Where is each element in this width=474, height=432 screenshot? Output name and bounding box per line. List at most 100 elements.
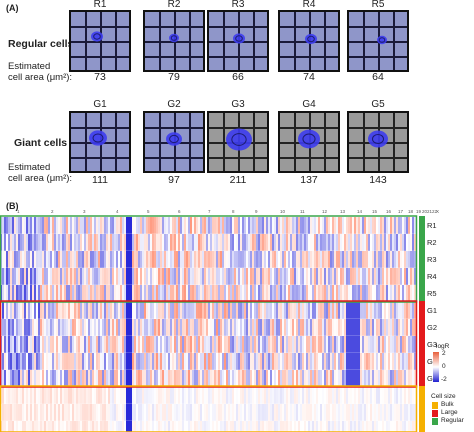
copy-number-heatmap <box>0 215 425 432</box>
chromosome-label-6: 6 <box>178 209 181 214</box>
heatmap-row <box>0 302 416 319</box>
chromosome-label-19: 19 <box>416 209 422 214</box>
row-label-R5: R5 <box>427 289 437 298</box>
chromosome-label-7: 7 <box>208 209 211 214</box>
group-color-bar <box>419 216 425 302</box>
giant-est-label: Estimated cell area (μm²): <box>8 162 72 184</box>
row-label-G5: G5 <box>427 374 438 383</box>
cell-label-R5: R5 <box>371 0 385 10</box>
legend-swatch-regular <box>432 418 438 425</box>
legend-label-bulk: Bulk <box>441 401 454 408</box>
chromosome-labels: 1 2 3 4 5 6 7 8 9 10 11 12 13 14 15 16 17 18 19 20 21 22 X <box>0 209 474 217</box>
row-label-R2: R2 <box>427 238 437 247</box>
cell-area-R1: 73 <box>94 71 106 83</box>
row-label-G3: G3 <box>427 340 438 349</box>
heatmap-row <box>0 268 416 285</box>
row-label-G4: G4 <box>427 357 438 366</box>
heatmap-row <box>0 251 416 268</box>
row-label-R4: R4 <box>427 272 437 281</box>
legend-label-large: Large <box>441 409 458 416</box>
chromosome-label-10: 10 <box>280 209 286 214</box>
cell-image-regular-2 <box>143 10 205 72</box>
group-frame <box>0 300 418 388</box>
legend-label-regular: Regular <box>441 417 464 424</box>
chromosome-label-14: 14 <box>357 209 363 214</box>
chromosome-label-9: 9 <box>255 209 258 214</box>
legend-swatch-large <box>432 410 438 417</box>
cell-image-giant-3 <box>207 111 269 173</box>
cell-area-G2: 97 <box>168 174 180 186</box>
cell-area-G3: 211 <box>229 174 247 186</box>
heatmap-row <box>0 217 416 234</box>
cell-label-G1: G1 <box>93 99 107 110</box>
est-line1: Estimated <box>8 162 51 173</box>
cell-label-G4: G4 <box>302 99 316 110</box>
cell-label-R2: R2 <box>167 0 181 10</box>
chromosome-label-13: 13 <box>340 209 346 214</box>
cell-image-regular-1 <box>69 10 131 72</box>
panel-a-label: (A) <box>6 3 19 13</box>
chromosome-label-15: 15 <box>372 209 378 214</box>
heatmap-row <box>0 285 416 302</box>
cell-label-G5: G5 <box>371 99 385 110</box>
group-color-bar <box>419 301 425 387</box>
logr-tick-min: -2 <box>441 376 447 383</box>
cell-area-R2: 79 <box>168 71 180 83</box>
chromosome-label-8: 8 <box>232 209 235 214</box>
cell-area-G1: 111 <box>92 174 108 186</box>
chromosome-label-5: 5 <box>147 209 150 214</box>
chromosome-label-21: 21 <box>427 209 433 214</box>
logr-legend-title: logR <box>436 343 450 350</box>
chromosome-label-3: 3 <box>83 209 86 214</box>
group-frame <box>0 385 418 432</box>
row-label-R3: R3 <box>427 255 437 264</box>
chromosome-label-11: 11 <box>300 209 305 214</box>
group-frame <box>0 215 418 303</box>
cell-image-giant-2 <box>143 111 205 173</box>
cell-image-regular-4 <box>278 10 340 72</box>
heatmap-row <box>0 319 416 336</box>
cell-image-giant-1 <box>69 111 131 173</box>
logr-colorbar <box>433 352 439 382</box>
cell-area-R3: 66 <box>232 71 244 83</box>
chromosome-label-X: X <box>436 209 440 214</box>
cell-label-G2: G2 <box>167 99 181 110</box>
heatmap-row <box>0 421 416 432</box>
row-label-G2: G2 <box>427 323 438 332</box>
cell-image-regular-5 <box>347 10 409 72</box>
logr-tick-max: 2 <box>442 350 446 357</box>
row-label-R1: R1 <box>427 221 437 230</box>
heatmap-row <box>0 234 416 251</box>
cell-area-R5: 64 <box>372 71 384 83</box>
cell-label-R4: R4 <box>302 0 316 10</box>
group-color-bar <box>419 386 425 432</box>
chromosome-label-1: 1 <box>17 209 20 214</box>
heatmap-row <box>0 387 416 404</box>
cell-area-G4: 137 <box>300 174 318 186</box>
chromosome-label-2: 2 <box>51 209 54 214</box>
est-line2: cell area (μm²): <box>8 72 73 83</box>
cell-label-R3: R3 <box>231 0 245 10</box>
chromosome-label-18: 18 <box>408 209 414 214</box>
regular-cells-title: Regular cells <box>8 38 74 50</box>
heatmap-row <box>0 370 416 387</box>
cell-area-G5: 143 <box>369 174 387 186</box>
est-line2: cell area (μm²): <box>8 173 73 184</box>
giant-cells-title: Giant cells <box>14 137 68 149</box>
heatmap-row <box>0 353 416 370</box>
cell-area-R4: 74 <box>303 71 315 83</box>
chromosome-label-4: 4 <box>116 209 119 214</box>
chromosome-label-16: 16 <box>386 209 392 214</box>
cell-image-regular-3 <box>207 10 269 72</box>
chromosome-label-22: 22 <box>432 209 438 214</box>
cell-label-R1: R1 <box>93 0 107 10</box>
est-line1: Estimated <box>8 61 51 72</box>
panel-b-label: (B) <box>6 201 19 211</box>
cell-image-giant-5 <box>347 111 409 173</box>
heatmap-row <box>0 404 416 421</box>
regular-est-label: Estimated cell area (μm²): <box>8 61 72 83</box>
cell-size-legend-title: Cell size <box>431 393 456 400</box>
chromosome-label-12: 12 <box>322 209 328 214</box>
legend-swatch-bulk <box>432 402 438 409</box>
row-label-G1: G1 <box>427 306 438 315</box>
